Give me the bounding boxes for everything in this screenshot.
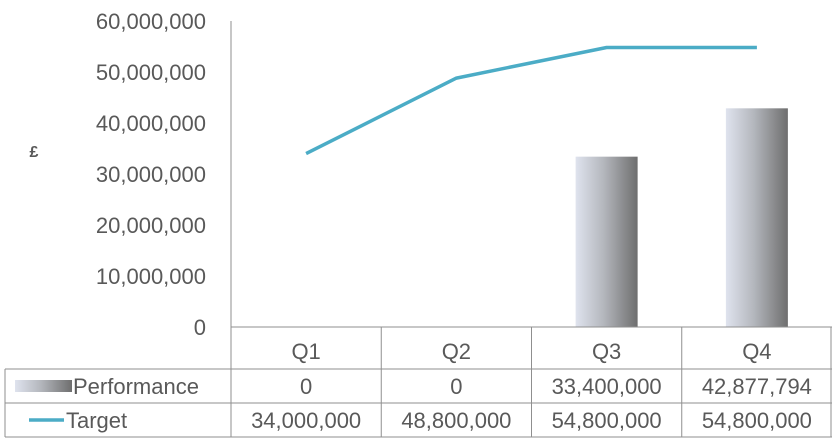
data-label: 54,800,000 [552, 408, 662, 433]
y-tick-label: 20,000,000 [96, 213, 206, 238]
y-tick-label: 10,000,000 [96, 264, 206, 289]
bar-series [575, 108, 788, 328]
data-label: 0 [300, 374, 312, 399]
data-table: Q1 Q2 Q3 Q4 Performance 0 0 33,400,000 42,877,79… [4, 326, 832, 438]
y-axis: 0 10,000,000 20,000,000 30,000,000 40,000,00… [96, 9, 232, 340]
line-target [305, 45, 757, 156]
data-label: 48,800,000 [401, 408, 511, 433]
legend-label-performance: Performance [73, 374, 199, 399]
line-series [305, 45, 757, 156]
legend-label-target: Target [66, 408, 127, 433]
y-tick-label: 0 [194, 315, 206, 340]
data-label: 0 [450, 374, 462, 399]
bar-performance-q3 [575, 156, 638, 327]
y-axis-label: £ [30, 144, 39, 161]
legend-key-performance [15, 380, 72, 392]
y-tick-label: 50,000,000 [96, 60, 206, 85]
category-label: Q4 [742, 339, 771, 364]
category-label: Q3 [592, 339, 621, 364]
data-label: 42,877,794 [702, 374, 812, 399]
category-label: Q1 [291, 339, 320, 364]
y-tick-label: 60,000,000 [96, 9, 206, 34]
bar-performance-q4 [725, 108, 788, 328]
data-label: 54,800,000 [702, 408, 812, 433]
data-label: 34,000,000 [251, 408, 361, 433]
y-tick-label: 30,000,000 [96, 162, 206, 187]
category-label: Q2 [442, 339, 471, 364]
y-tick-label: 40,000,000 [96, 111, 206, 136]
data-label: 33,400,000 [552, 374, 662, 399]
